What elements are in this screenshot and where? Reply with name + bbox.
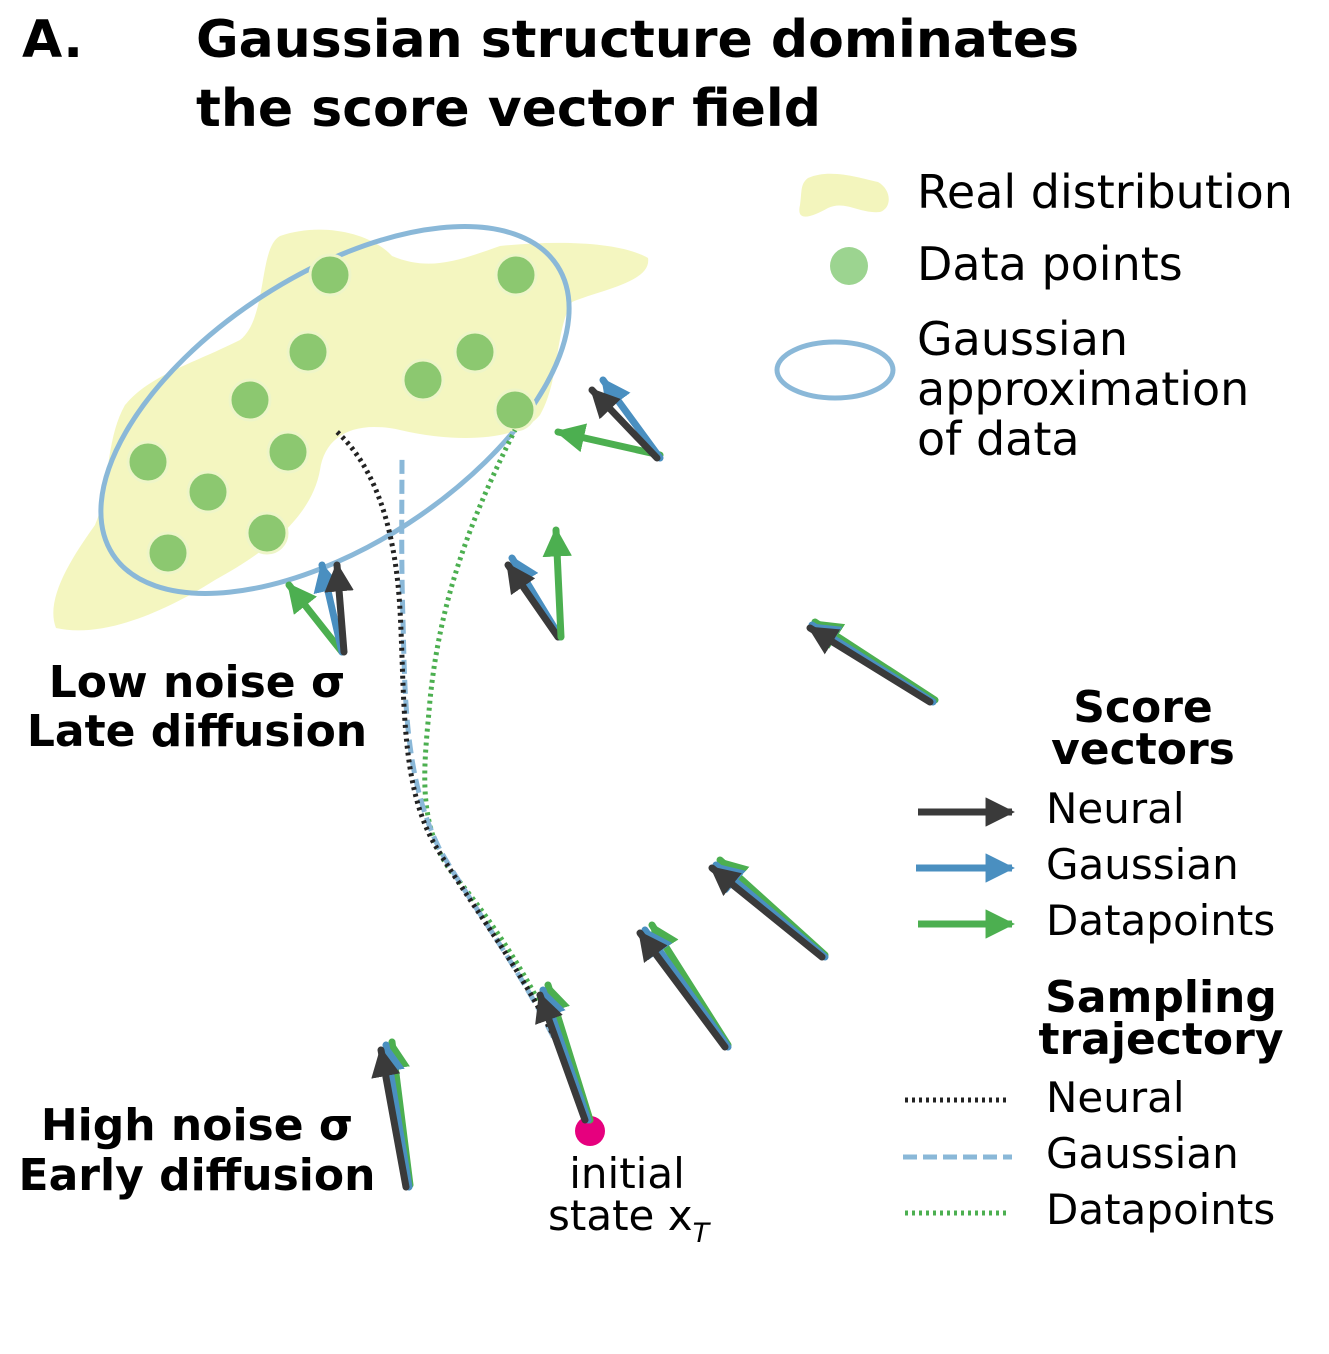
legend-real-distribution-label: Real distribution (917, 165, 1293, 219)
title-line-2: the score vector field (196, 79, 821, 139)
initial-state-label-2: state xT (548, 1191, 712, 1249)
low-noise-label-2: Late diffusion (27, 706, 367, 757)
legend-trajectory-datapoints-label: Datapoints (1046, 1185, 1275, 1234)
score-arrow-neural (324, 561, 354, 656)
score-arrow-neural (371, 1046, 410, 1191)
score-vectors-title-2: vectors (1051, 724, 1235, 775)
initial-state-point (575, 1116, 605, 1146)
legend-data-points-label: Data points (917, 237, 1183, 291)
score-vector-field (285, 376, 939, 1191)
low-noise-label-1: Low noise σ (49, 657, 345, 708)
legend-gaussian-label-3: of data (917, 412, 1080, 466)
legend-data-point-swatch (830, 247, 868, 285)
trajectory-datapoints (422, 428, 593, 1131)
score-arrow-datapoints (554, 423, 664, 459)
data-points (126, 253, 538, 575)
panel-label: A. (22, 10, 83, 70)
sampling-title-2: trajectory (1038, 1014, 1283, 1065)
data-point (126, 440, 170, 484)
score-vectors-title-1: Score (1073, 682, 1213, 733)
legend-score-datapoints-label: Datapoints (1046, 896, 1275, 945)
legend-trajectory-neural-label: Neural (1046, 1073, 1185, 1122)
legend-score-neural-label: Neural (1046, 784, 1185, 833)
data-point (308, 253, 352, 297)
legend-gaussian-label-1: Gaussian (917, 312, 1128, 366)
gaussian-approximation-ellipse (98, 224, 572, 596)
legend-score-gaussian-label: Gaussian (1046, 840, 1239, 889)
data-point (266, 430, 310, 474)
high-noise-label-1: High noise σ (41, 1100, 353, 1151)
data-point (228, 378, 272, 422)
initial-state-subscript: T (693, 1218, 712, 1249)
real-distribution-region (53, 229, 649, 631)
legend-real-distribution-swatch (799, 173, 889, 217)
data-point (245, 511, 289, 555)
data-point (146, 531, 190, 575)
score-arrow-neural (588, 386, 661, 462)
sampling-title-1: Sampling (1045, 972, 1277, 1023)
legend-trajectory-gaussian-label: Gaussian (1046, 1129, 1239, 1178)
score-arrow-neural (504, 561, 562, 641)
data-point (401, 358, 445, 402)
score-arrow-neural (806, 624, 934, 706)
data-point (186, 470, 230, 514)
title-line-1: Gaussian structure dominates (196, 10, 1079, 70)
score-arrow-neural (708, 864, 826, 961)
score-arrow-datapoints (542, 526, 572, 641)
high-noise-label-2: Early diffusion (19, 1150, 376, 1201)
data-point (286, 330, 330, 374)
score-arrow-datapoints (285, 581, 346, 656)
initial-state-text: state x (548, 1191, 693, 1240)
score-arrow-neural (636, 929, 729, 1051)
initial-state-label-1: initial (569, 1149, 685, 1198)
score-arrow-neural (535, 991, 589, 1124)
legend-gaussian-swatch (774, 339, 896, 401)
data-point (494, 253, 538, 297)
data-point (453, 330, 497, 374)
legend-gaussian-label-2: approximation (917, 362, 1249, 416)
data-point (493, 388, 537, 432)
